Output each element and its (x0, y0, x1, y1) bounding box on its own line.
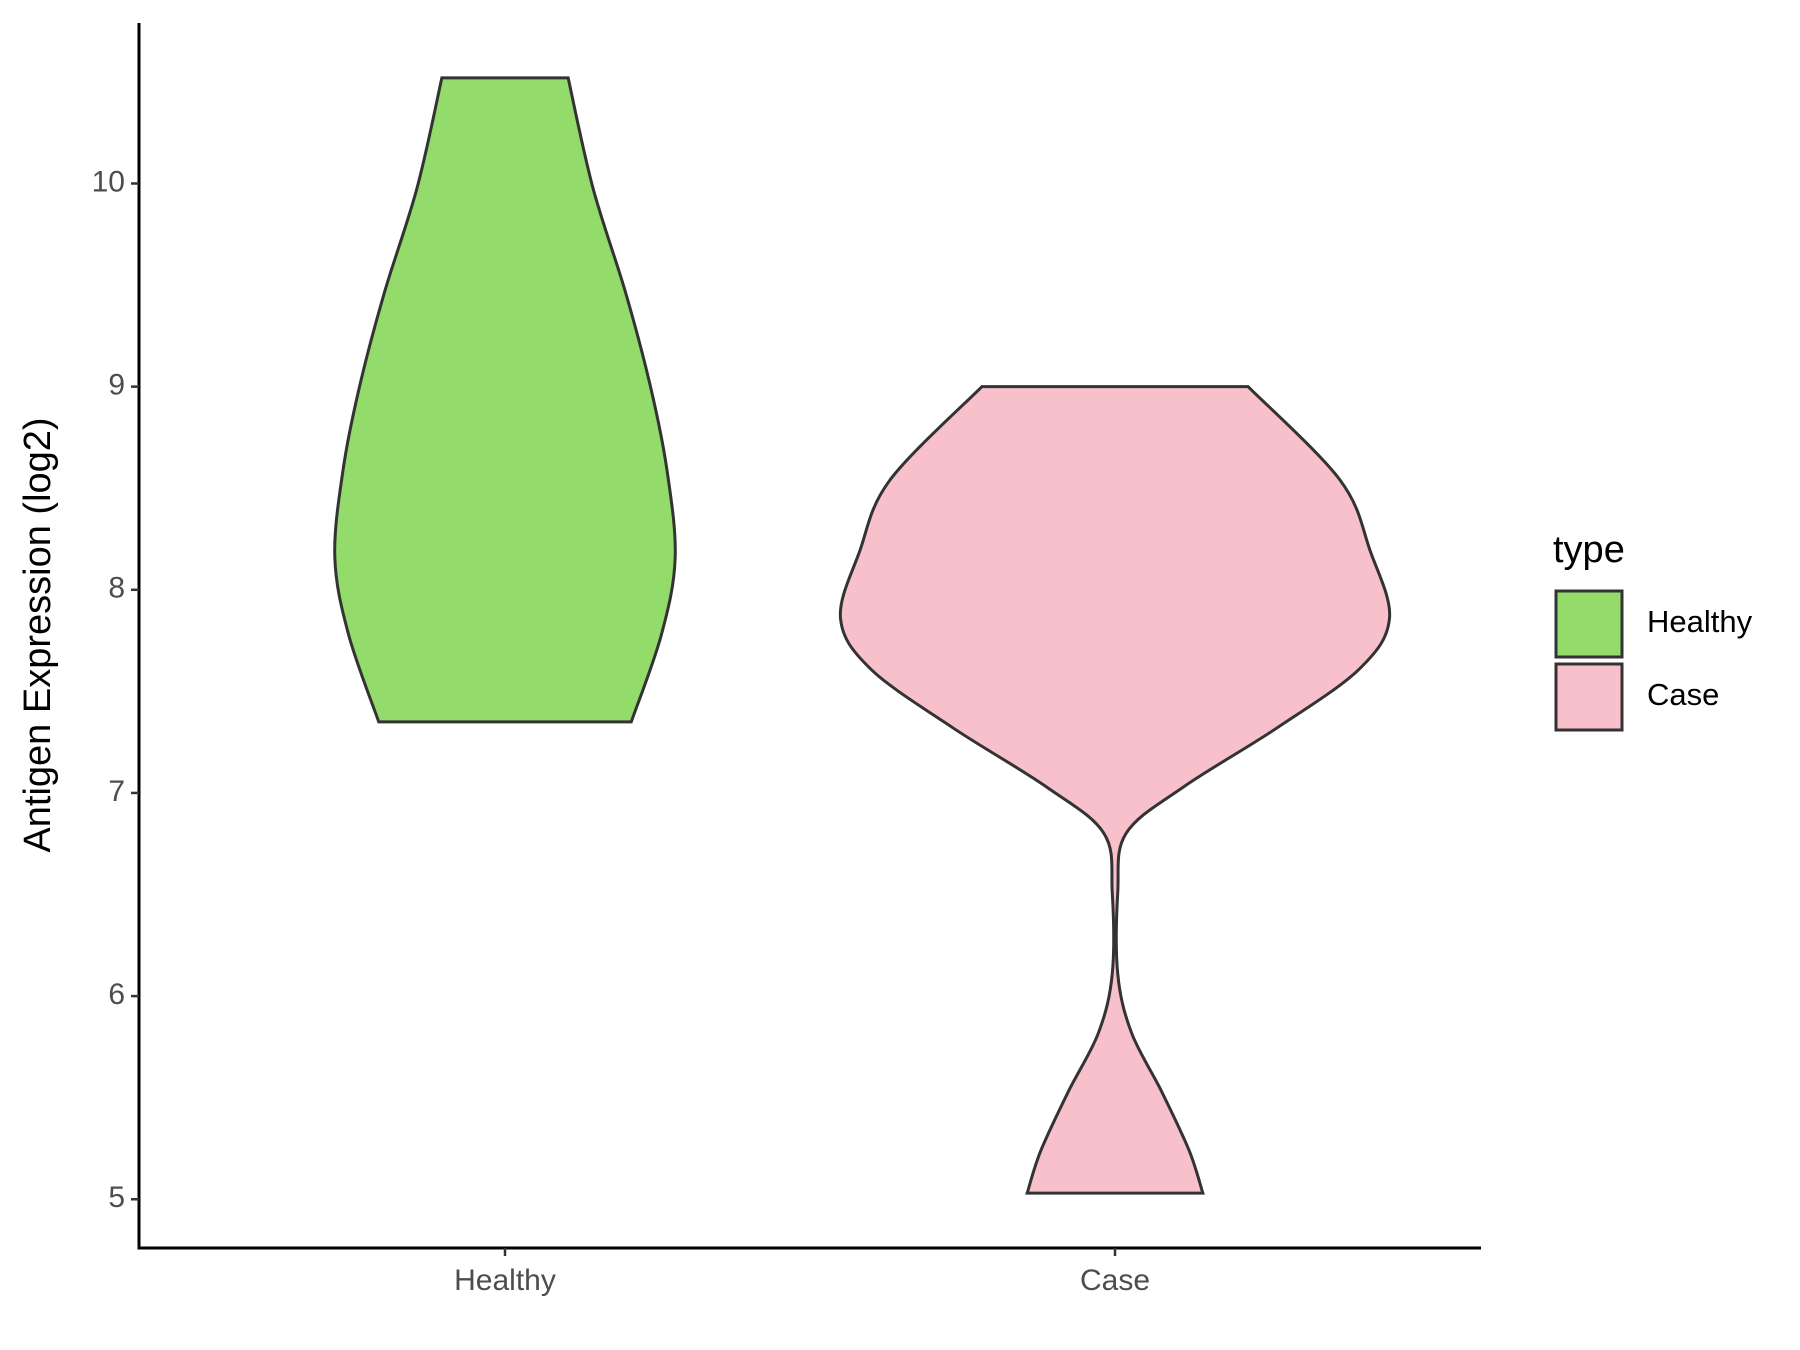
y-tick-label: 8 (108, 572, 125, 605)
legend-label: Healthy (1647, 604, 1753, 639)
violin (333, 76, 677, 724)
legend-key (1554, 662, 1624, 732)
y-tick-label: 10 (92, 165, 125, 198)
x-tick-label: Healthy (454, 1264, 556, 1297)
y-axis-title: Antigen Expression (log2) (17, 417, 59, 852)
legend-label: Case (1647, 677, 1719, 712)
legend-key (1554, 589, 1624, 659)
y-tick-label: 9 (108, 369, 125, 402)
legend-title: type (1553, 529, 1625, 571)
y-tick-label: 7 (108, 775, 125, 808)
y-tick-label: 5 (108, 1181, 125, 1214)
x-tick-label: Case (1080, 1264, 1150, 1297)
violin (838, 385, 1392, 1195)
y-tick-label: 6 (108, 978, 125, 1011)
